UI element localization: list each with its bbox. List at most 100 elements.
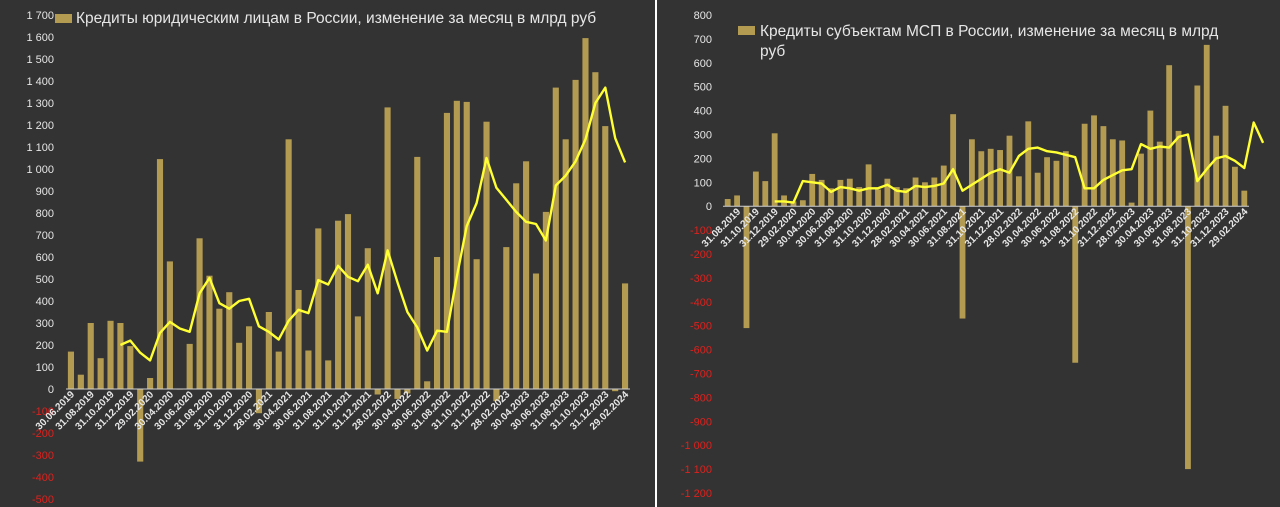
- bar: [166, 261, 173, 389]
- bar: [245, 326, 253, 389]
- y-tick-label: 500: [36, 274, 54, 286]
- y-tick-label: 400: [694, 106, 712, 118]
- y-tick-label: 600: [36, 252, 54, 264]
- y-tick-label: 0: [706, 201, 712, 213]
- y-tick-label: -800: [690, 392, 712, 404]
- y-tick-label: 1 500: [26, 54, 54, 66]
- bar: [433, 257, 441, 389]
- bar: [884, 178, 891, 207]
- y-tick-label: 800: [694, 10, 712, 22]
- y-tick-label: -1 100: [681, 464, 712, 476]
- bar: [117, 323, 124, 389]
- bar: [473, 259, 480, 389]
- bar: [987, 148, 994, 207]
- bar: [931, 177, 938, 207]
- bar: [912, 177, 919, 207]
- bar: [87, 323, 94, 389]
- y-tick-label: -200: [32, 428, 54, 440]
- bar: [1231, 166, 1238, 207]
- bar: [1072, 206, 1079, 363]
- bar: [1034, 172, 1041, 207]
- y-tick-label: 100: [694, 177, 712, 189]
- y-tick-label: 1 200: [26, 120, 54, 132]
- bar: [325, 360, 332, 389]
- bar: [275, 351, 282, 389]
- bar: [752, 171, 759, 207]
- legend-label: Кредиты субъектам МСП в России, изменени…: [760, 23, 1223, 60]
- y-tick-label: 1 000: [26, 164, 54, 176]
- y-tick-label: 700: [36, 230, 54, 242]
- bar: [771, 133, 778, 207]
- bar: [893, 187, 900, 207]
- bar: [236, 342, 243, 389]
- bar: [856, 187, 863, 207]
- bar: [523, 161, 530, 389]
- bar: [305, 350, 312, 389]
- bar: [997, 150, 1004, 207]
- bar: [1044, 157, 1050, 207]
- bar: [503, 247, 510, 389]
- bar: [532, 273, 540, 389]
- bar: [1175, 130, 1182, 207]
- bar: [344, 214, 352, 389]
- bar: [186, 343, 193, 389]
- bar: [809, 173, 816, 207]
- bar: [950, 114, 957, 207]
- bar: [404, 389, 411, 394]
- bar: [295, 290, 302, 389]
- y-tick-label: 300: [694, 130, 712, 142]
- bar: [483, 121, 490, 389]
- bar: [828, 188, 834, 207]
- bar: [137, 389, 144, 462]
- bar: [1081, 123, 1088, 207]
- y-tick-label: -100: [32, 406, 54, 418]
- bar: [335, 220, 342, 389]
- chart-panel-corporate-loans: Кредиты юридическим лицам в России, изме…: [0, 0, 655, 507]
- bar: [959, 206, 966, 319]
- bar: [734, 195, 741, 207]
- y-tick-label: -700: [690, 369, 712, 381]
- bar: [1053, 160, 1060, 207]
- y-tick-label: -1 000: [681, 440, 712, 452]
- bar: [1109, 139, 1116, 207]
- bar: [285, 139, 292, 389]
- y-tick-label: 1 700: [26, 10, 54, 22]
- bar: [315, 228, 322, 389]
- bar: [582, 38, 589, 389]
- bar: [846, 178, 853, 207]
- y-tick-label: -100: [690, 225, 712, 237]
- bar: [77, 374, 84, 389]
- series-line: [119, 86, 627, 362]
- bar: [602, 126, 609, 389]
- y-tick-label: 800: [36, 208, 54, 220]
- bar: [922, 182, 928, 207]
- bar: [67, 351, 75, 389]
- series-line: [774, 121, 1265, 204]
- y-tick-label: 500: [694, 82, 712, 94]
- y-tick-label: 700: [694, 34, 712, 46]
- bar: [940, 165, 947, 207]
- bar: [394, 389, 401, 399]
- bar: [562, 139, 569, 389]
- y-tick-label: 200: [36, 340, 54, 352]
- bar: [1166, 65, 1173, 207]
- bar: [542, 211, 549, 389]
- bar: [127, 346, 134, 389]
- bar: [364, 248, 371, 389]
- bar: [226, 292, 233, 389]
- bar: [865, 164, 872, 207]
- y-tick-label: -500: [690, 321, 712, 333]
- y-tick-label: -200: [690, 249, 712, 261]
- bar: [621, 283, 629, 389]
- y-tick-label: -300: [690, 273, 712, 285]
- y-tick-label: -400: [32, 472, 54, 484]
- bar: [107, 320, 114, 389]
- y-tick-label: 600: [694, 58, 712, 70]
- bar: [1100, 126, 1107, 207]
- bar: [724, 199, 731, 207]
- bar: [513, 183, 520, 389]
- bar: [612, 389, 619, 392]
- bar: [1062, 151, 1069, 207]
- bar: [216, 308, 223, 389]
- y-tick-label: 1 400: [26, 76, 54, 88]
